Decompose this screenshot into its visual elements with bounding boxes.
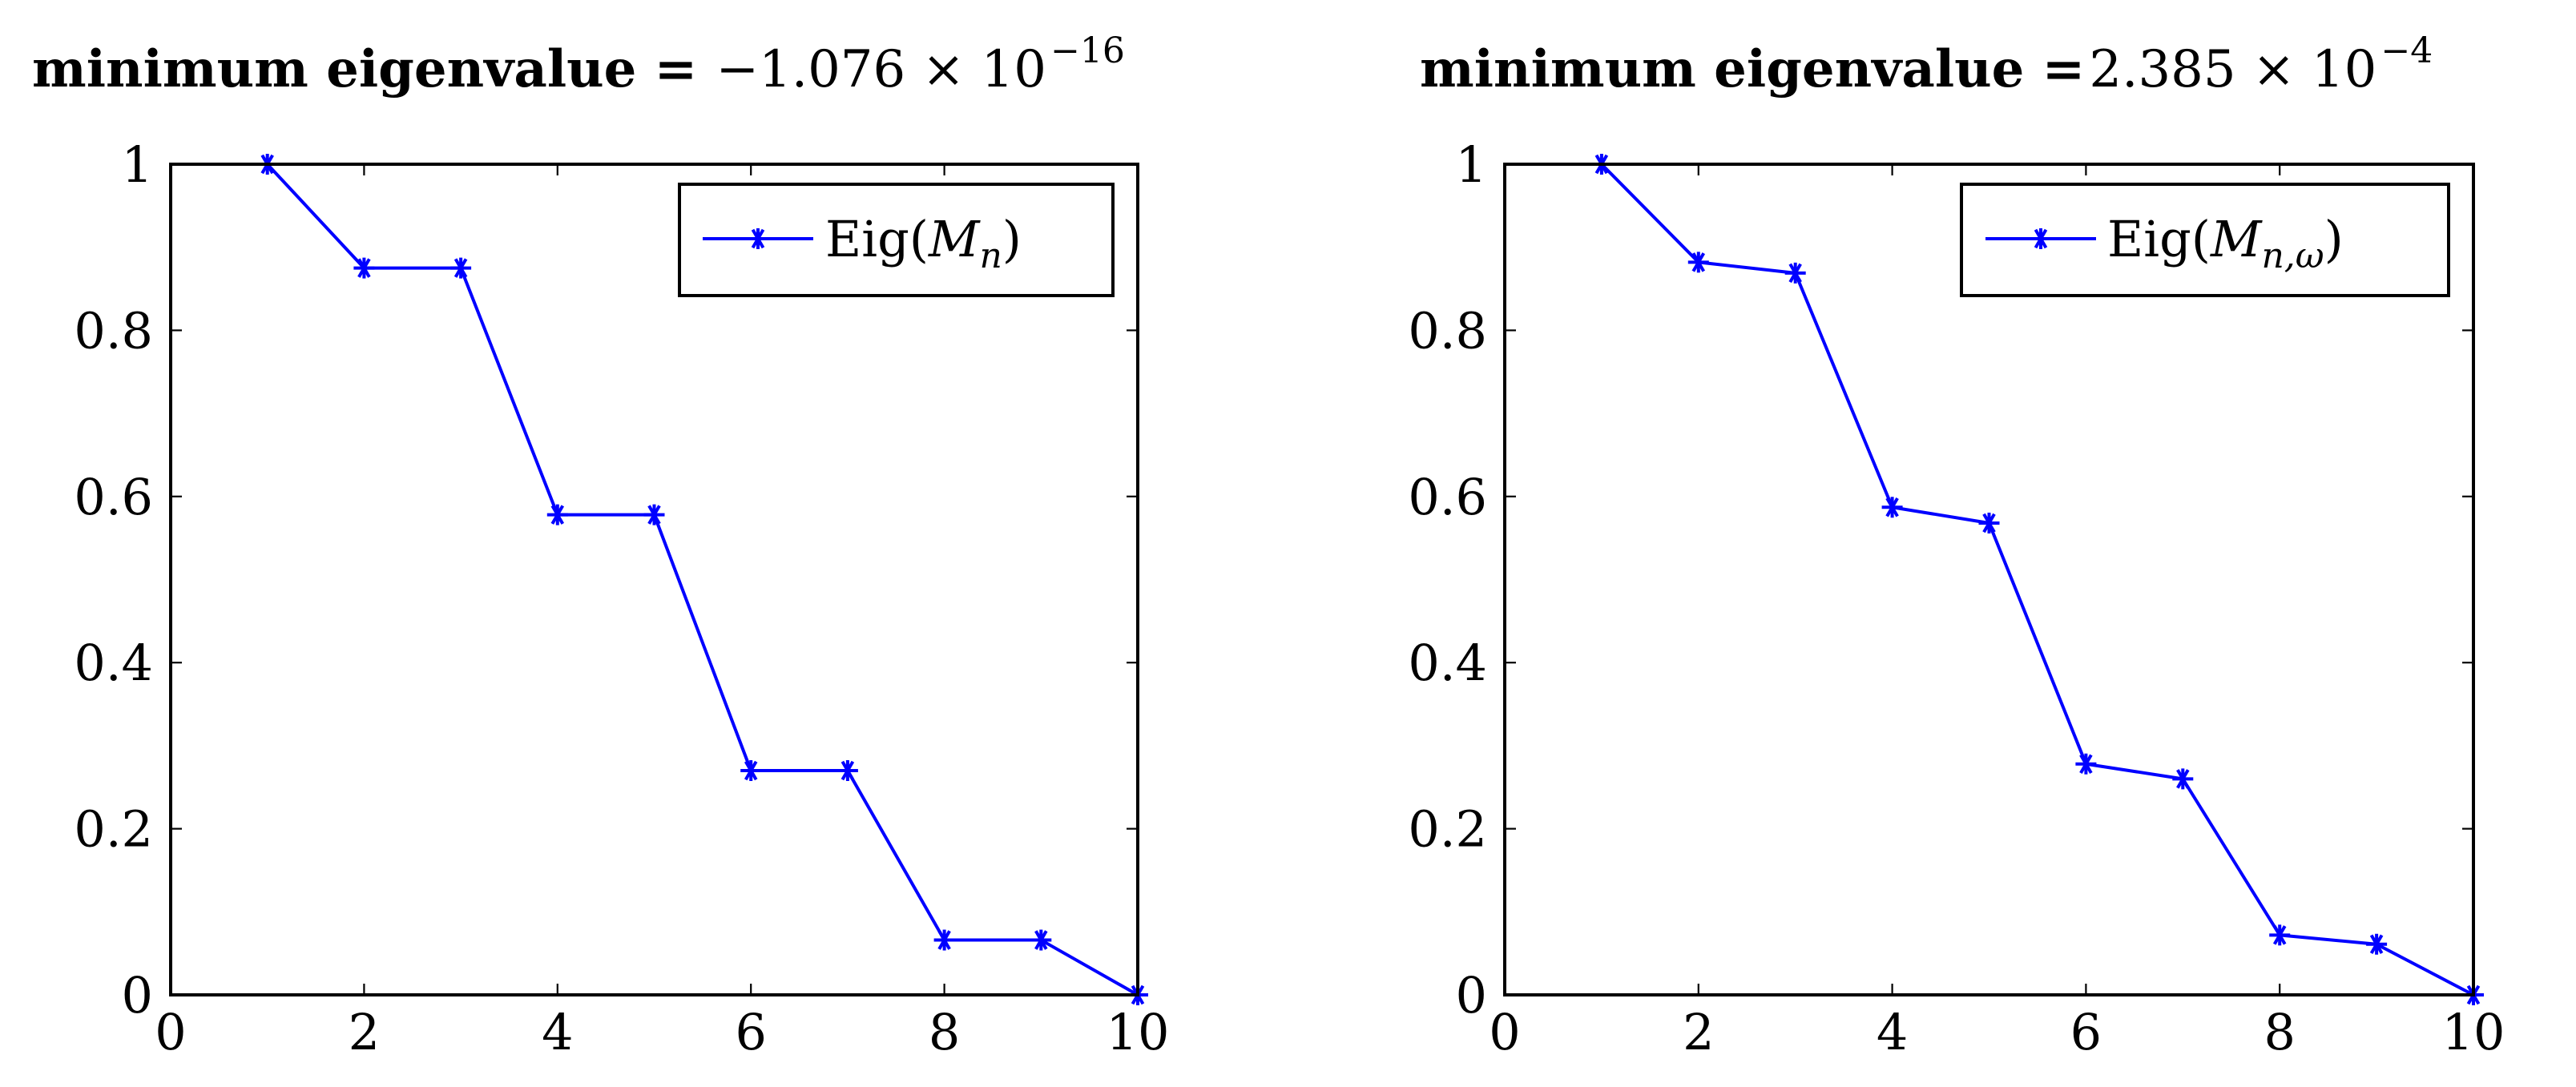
chart-left-data-point — [546, 504, 568, 525]
chart-left-x-tick-label: 8 — [929, 1003, 960, 1061]
chart-left-plot-frame — [169, 163, 1139, 996]
chart-right-data-point — [1784, 262, 1806, 284]
chart-right-legend-label: Eig(Mn,ω) — [2107, 210, 2344, 276]
chart-right-y-tick-label: 0.2 — [1408, 800, 1487, 859]
chart-left-y-tick-label: 1 — [122, 135, 153, 194]
chart-right-data-point — [2366, 933, 2388, 955]
chart-left-legend-symbol: M — [928, 210, 981, 268]
chart-left-series-line — [266, 163, 1139, 996]
chart-right-y-tick-label: 1 — [1456, 135, 1487, 194]
chart-right-y-tick-label: 0.4 — [1408, 634, 1487, 692]
chart-left-legend-subscript: n — [979, 236, 1002, 276]
chart-right: minimum eigenvalue = 2.385 × 10 −4 0 2 4 6 8… — [1408, 30, 2505, 1061]
chart-right-data-point — [2075, 753, 2097, 775]
chart-left-x-tick-label: 10 — [1107, 1003, 1170, 1061]
chart-right-x-tick-label: 2 — [1683, 1003, 1714, 1061]
chart-left-y-axis-labels: 0 0.2 0.4 0.6 0.8 1 — [74, 135, 153, 1025]
chart-right-data-point — [1687, 252, 1709, 273]
chart-left-data-point — [353, 257, 375, 279]
chart-left-x-tick-label: 0 — [155, 1003, 186, 1061]
chart-left: minimum eigenvalue = −1.076 × 10 −16 0 2 4… — [32, 30, 1169, 1061]
chart-right-legend-symbol: M — [2210, 210, 2263, 268]
chart-left-y-tick-label: 0.6 — [74, 468, 153, 526]
chart-right-legend-text: Eig( — [2107, 210, 2211, 268]
chart-right-y-tick-label: 0.8 — [1408, 301, 1487, 360]
chart-right-data-point — [1881, 497, 1903, 518]
chart-left-data-point — [740, 760, 762, 782]
chart-right-x-tick-label: 4 — [1877, 1003, 1908, 1061]
chart-right-legend-marker-icon — [2030, 228, 2051, 249]
chart-left-y-tick-label: 0.8 — [74, 301, 153, 360]
chart-left-legend-close: ) — [1002, 210, 1022, 268]
chart-left-series — [256, 154, 1148, 1005]
chart-left-title-exponent: −16 — [1050, 30, 1125, 71]
chart-right-x-tick-label: 0 — [1489, 1003, 1520, 1061]
chart-left-x-tick-label: 4 — [542, 1003, 573, 1061]
chart-right-legend: Eig(Mn,ω) — [1960, 183, 2450, 297]
chart-right-x-axis-labels: 0 2 4 6 8 10 — [1489, 1003, 2505, 1061]
chart-right-y-tick-label: 0 — [1456, 966, 1487, 1025]
chart-right-data-point — [2172, 768, 2194, 790]
chart-right-title-value: 2.385 × 10 — [2089, 40, 2376, 99]
chart-left-legend-text: Eig( — [825, 210, 929, 268]
chart-left-x-axis-labels: 0 2 4 6 8 10 — [155, 1003, 1169, 1061]
chart-left-title-value: −1.076 × 10 — [716, 40, 1046, 99]
chart-right-title-exponent: −4 — [2380, 30, 2433, 71]
chart-right-series-line — [1600, 163, 2474, 996]
chart-left-data-point — [1030, 929, 1052, 951]
chart-left-y-tick-label: 0 — [122, 966, 153, 1025]
chart-right-series — [1590, 154, 2484, 1005]
chart-right-data-point — [1978, 512, 2000, 533]
chart-left-data-point — [450, 257, 472, 279]
chart-left-data-point — [643, 504, 665, 525]
chart-right-data-point — [2269, 924, 2291, 946]
chart-right-x-tick-label: 8 — [2264, 1003, 2295, 1061]
chart-right-x-tick-label: 10 — [2442, 1003, 2505, 1061]
chart-right-legend-asterisk — [2030, 228, 2051, 249]
chart-left-data-point — [933, 929, 955, 951]
chart-left-legend: Eig(Mn) — [678, 183, 1115, 297]
chart-left-x-tick-label: 6 — [735, 1003, 766, 1061]
chart-left-title: minimum eigenvalue = −1.076 × 10 −16 — [32, 30, 1125, 99]
chart-right-title-label: minimum eigenvalue = — [1420, 39, 2085, 99]
chart-left-data-point — [836, 760, 858, 782]
chart-right-plot-frame — [1503, 163, 2475, 996]
chart-right-legend-close: ) — [2324, 210, 2344, 268]
chart-right-title: minimum eigenvalue = 2.385 × 10 −4 — [1420, 30, 2433, 99]
chart-right-y-tick-label: 0.6 — [1408, 468, 1487, 526]
chart-left-title-label: minimum eigenvalue = — [32, 39, 697, 99]
chart-right-x-tick-label: 6 — [2070, 1003, 2102, 1061]
chart-right-legend-subscript: n,ω — [2261, 236, 2324, 276]
chart-right-y-axis-labels: 0 0.2 0.4 0.6 0.8 1 — [1408, 135, 1487, 1025]
chart-left-legend-asterisk — [748, 228, 768, 249]
chart-left-y-tick-label: 0.2 — [74, 800, 153, 859]
chart-left-y-tick-label: 0.4 — [74, 634, 153, 692]
chart-left-x-tick-label: 2 — [349, 1003, 380, 1061]
chart-left-legend-label: Eig(Mn) — [825, 210, 1022, 276]
chart-left-legend-marker-icon — [748, 228, 768, 249]
